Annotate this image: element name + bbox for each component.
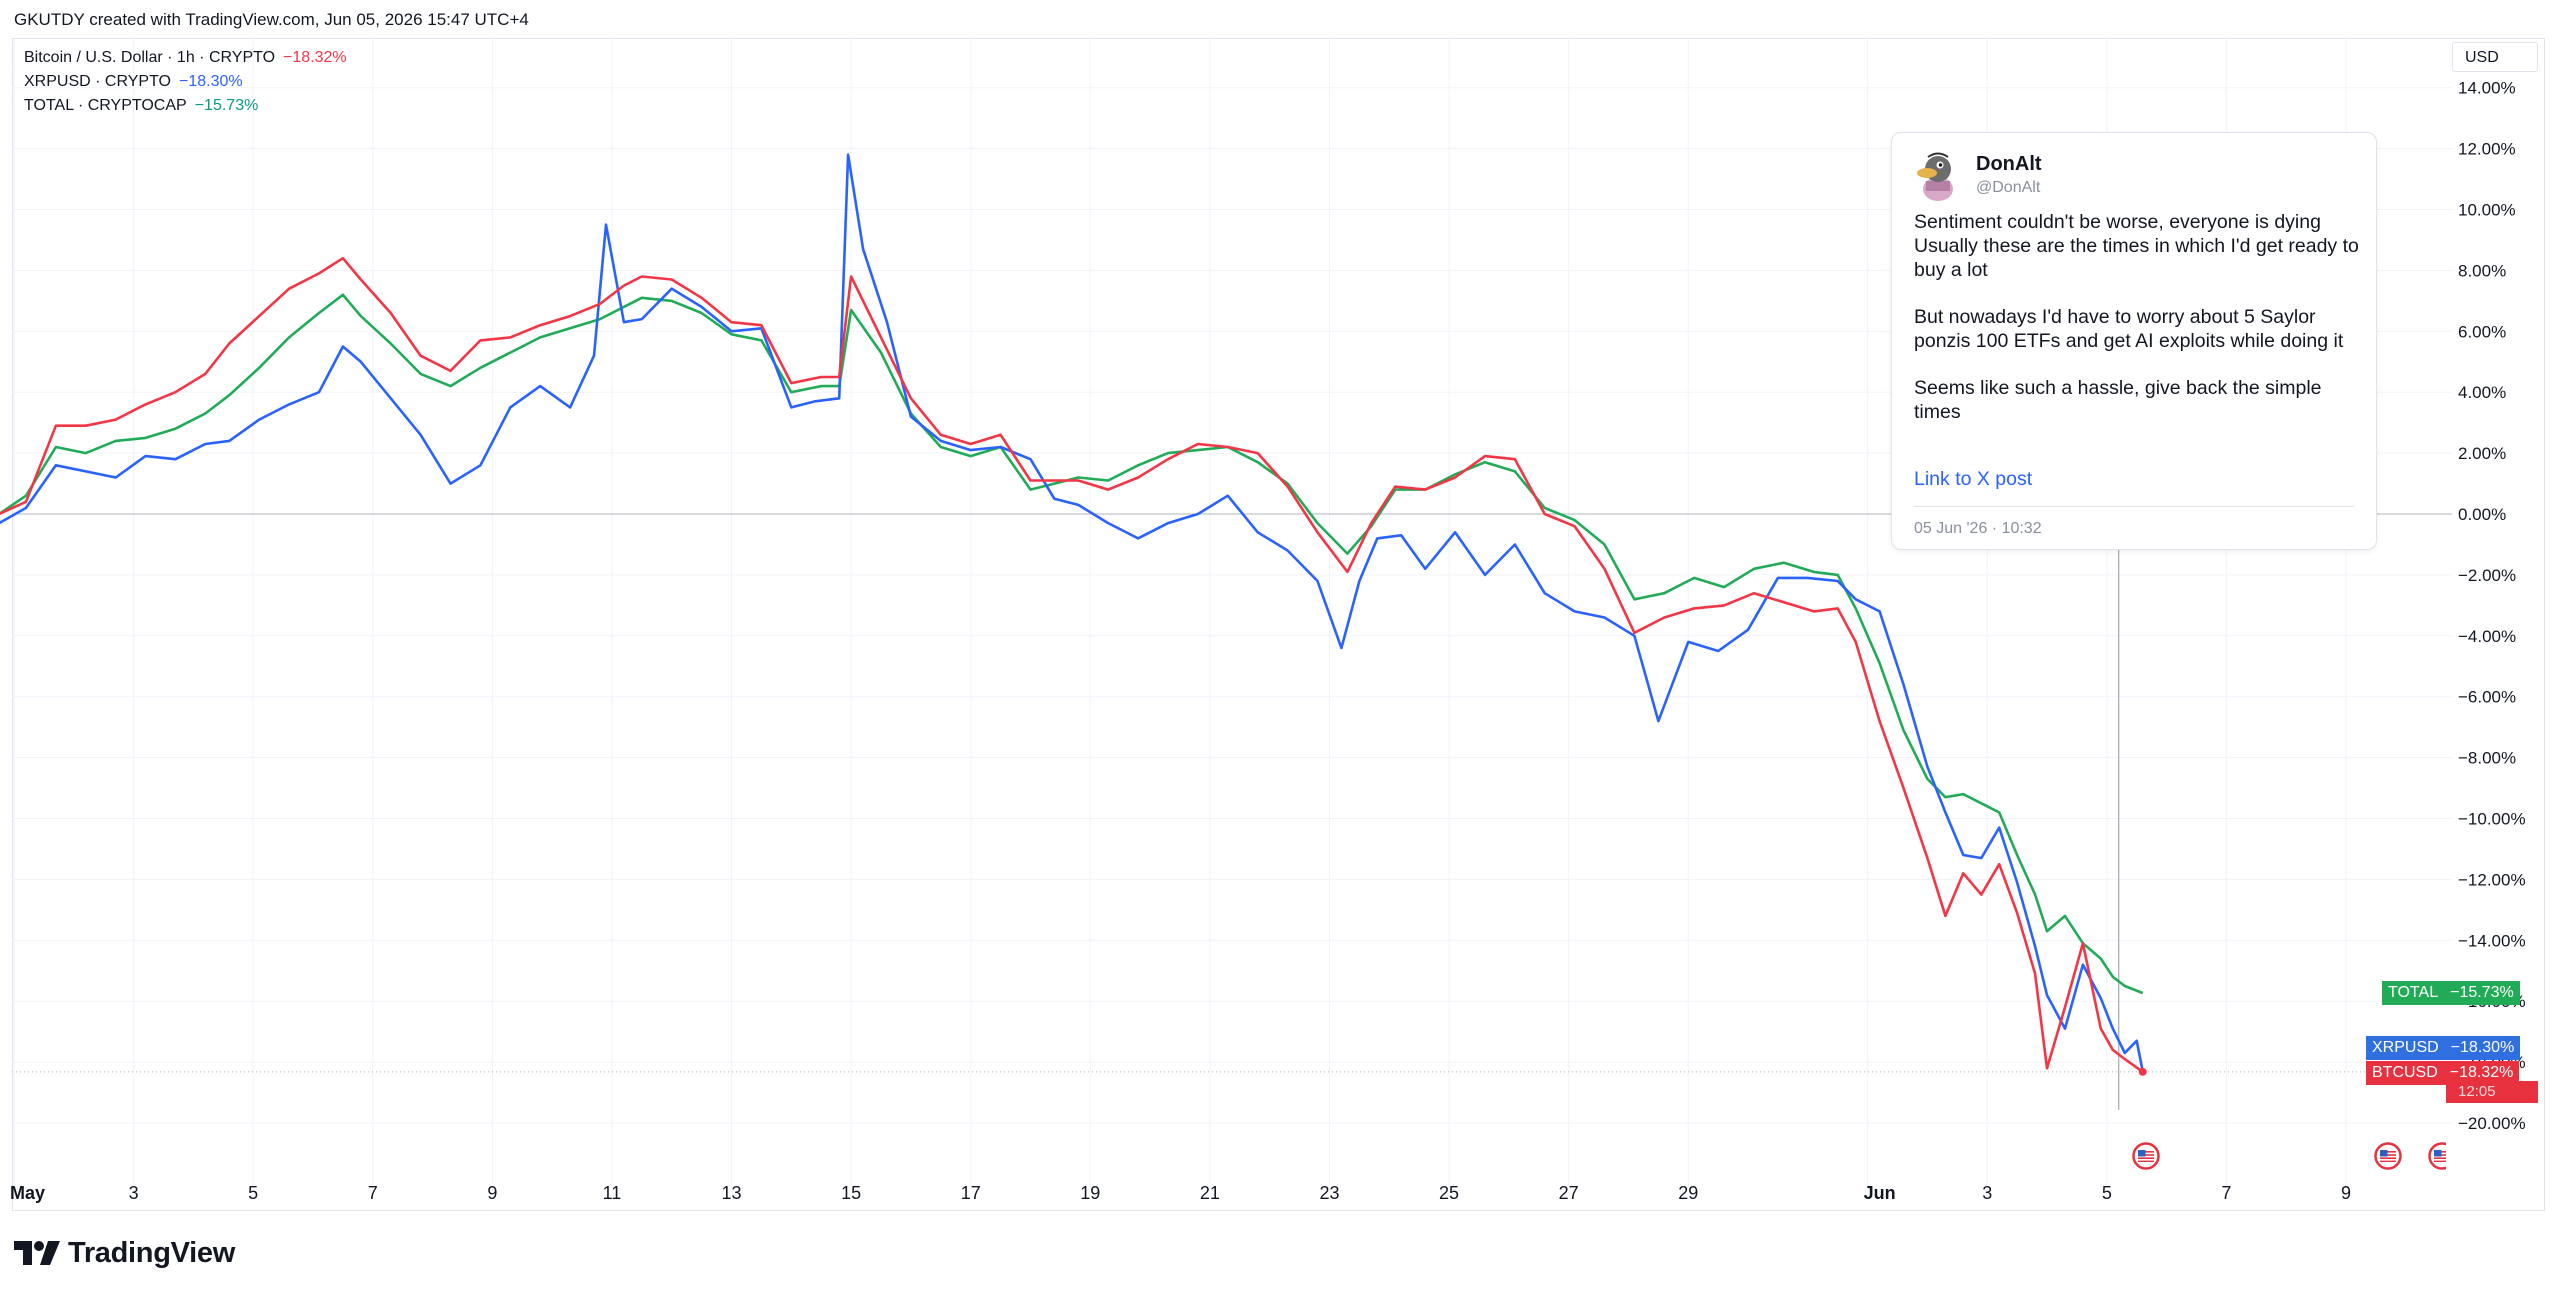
- btc-countdown-tag: 12:05: [2446, 1081, 2538, 1103]
- x-tick-label: 5: [2102, 1183, 2112, 1203]
- tweet-body: Sentiment couldn't be worse, everyone is…: [1914, 210, 2364, 447]
- x-tick-label: 23: [1319, 1183, 1339, 1203]
- x-tick-label: 27: [1559, 1183, 1579, 1203]
- tweet-timestamp: 05 Jun '26 · 10:32: [1914, 520, 2042, 537]
- btc-countdown: 12:05: [2458, 1083, 2496, 1100]
- currency-selector[interactable]: USD: [2452, 42, 2538, 72]
- y-tick-label: −10.00%: [2458, 810, 2526, 829]
- y-tick-label: −2.00%: [2458, 566, 2516, 585]
- x-tick-label: 19: [1080, 1183, 1100, 1203]
- legend-total[interactable]: TOTAL · CRYPTOCAP −15.73%: [24, 97, 258, 115]
- y-tick-label: −4.00%: [2458, 627, 2516, 646]
- total-tag-name: TOTAL: [2388, 984, 2439, 1001]
- tweet-card[interactable]: DonAlt @DonAlt Sentiment couldn't be wor…: [1891, 132, 2377, 550]
- btc-last-point: [2138, 1067, 2147, 1076]
- btc-tag-name: BTCUSD: [2372, 1064, 2438, 1081]
- x-axis-labels: May 3 5 7 9 11 13 15 17 19 21 23 25 27 29 Jun 3 5 7 9: [10, 1183, 2351, 1203]
- tweet-paragraph: Seems like such a hassle, give back the …: [1914, 377, 2322, 423]
- series-line-xrpusd: [0, 153, 2144, 1072]
- y-tick-label: −12.00%: [2458, 870, 2526, 889]
- x-tick-label: 3: [129, 1183, 139, 1203]
- x-tick-label: 29: [1678, 1183, 1698, 1203]
- xrp-tag-name: XRPUSD: [2372, 1039, 2439, 1056]
- tradingview-logo-icon: [14, 1241, 60, 1265]
- legend-total-label: TOTAL · CRYPTOCAP: [24, 97, 187, 114]
- y-tick-label: −20.00%: [2458, 1114, 2526, 1133]
- x-tick-label: 7: [2221, 1183, 2231, 1203]
- legend-btc[interactable]: Bitcoin / U.S. Dollar · 1h · CRYPTO −18.3…: [24, 49, 347, 67]
- x-tick-label: 21: [1200, 1183, 1220, 1203]
- total-tag-value: −15.73%: [2450, 984, 2514, 1001]
- btc-tag-value: −18.32%: [2449, 1064, 2514, 1081]
- y-tick-label: 8.00%: [2458, 261, 2506, 280]
- tradingview-logo[interactable]: TradingView: [14, 1236, 235, 1269]
- y-tick-label: 12.00%: [2458, 140, 2516, 159]
- series-line-btcusd: [0, 256, 2144, 1073]
- legend-xrp[interactable]: XRPUSD · CRYPTO −18.30%: [24, 73, 243, 91]
- series-line-total: [0, 293, 2144, 995]
- y-tick-label: 6.00%: [2458, 322, 2506, 341]
- y-tick-label: −8.00%: [2458, 749, 2516, 768]
- tweet-divider: [1914, 506, 2354, 507]
- x-tick-label: 15: [841, 1183, 861, 1203]
- x-tick-label: 7: [368, 1183, 378, 1203]
- xrp-tag-value: −18.30%: [2450, 1039, 2515, 1056]
- tweet-author-handle: @DonAlt: [1976, 179, 2041, 196]
- y-tick-label: 10.00%: [2458, 201, 2516, 220]
- chart-frame[interactable]: [12, 38, 2545, 1211]
- tweet-link[interactable]: Link to X post: [1914, 468, 2033, 490]
- y-tick-label: 14.00%: [2458, 79, 2516, 98]
- grid: [12, 38, 2452, 1188]
- x-tick-label: 3: [1982, 1183, 1992, 1203]
- y-tick-label: −6.00%: [2458, 688, 2516, 707]
- y-tick-label: 4.00%: [2458, 383, 2506, 402]
- x-tick-label: 17: [961, 1183, 981, 1203]
- xrp-price-tag: XRPUSD −18.30%: [2366, 1036, 2521, 1060]
- x-tick-label: 9: [2341, 1183, 2351, 1203]
- x-tick-label: May: [10, 1183, 45, 1203]
- x-tick-label: 9: [487, 1183, 497, 1203]
- tweet-paragraph: But nowadays I'd have to worry about 5 S…: [1914, 306, 2344, 352]
- tweet-author-name: DonAlt: [1976, 153, 2042, 175]
- x-tick-label: Jun: [1864, 1183, 1896, 1203]
- y-axis-labels: 14.00% 12.00% 10.00% 8.00% 6.00% 4.00% 2.00% 0.…: [2458, 79, 2526, 1133]
- legend-btc-change: −18.32%: [283, 49, 347, 66]
- us-flag-event-icon[interactable]: [2374, 1142, 2402, 1170]
- y-tick-label: 2.00%: [2458, 444, 2506, 463]
- us-flag-event-icon[interactable]: [2428, 1142, 2446, 1170]
- series-lines: [0, 153, 2147, 1076]
- attribution-header: GKUTDY created with TradingView.com, Jun…: [14, 10, 529, 29]
- legend-xrp-change: −18.30%: [179, 73, 243, 90]
- x-tick-label: 5: [248, 1183, 258, 1203]
- tradingview-logo-text: TradingView: [68, 1236, 235, 1269]
- total-price-tag: TOTAL −15.73%: [2382, 981, 2520, 1005]
- avatar: [1914, 151, 1962, 201]
- x-tick-label: 13: [722, 1183, 742, 1203]
- us-flag-event-icon[interactable]: [2132, 1142, 2160, 1170]
- zero-line: [12, 513, 2452, 1110]
- legend-btc-label: Bitcoin / U.S. Dollar · 1h · CRYPTO: [24, 49, 276, 66]
- y-tick-label: −14.00%: [2458, 931, 2526, 950]
- x-tick-label: 11: [603, 1183, 622, 1203]
- legend-total-change: −15.73%: [194, 97, 259, 114]
- y-tick-label: 0.00%: [2458, 505, 2506, 524]
- tweet-paragraph: Sentiment couldn't be worse, everyone is…: [1914, 211, 2359, 281]
- x-tick-label: 25: [1439, 1183, 1459, 1203]
- legend-xrp-label: XRPUSD · CRYPTO: [24, 73, 171, 90]
